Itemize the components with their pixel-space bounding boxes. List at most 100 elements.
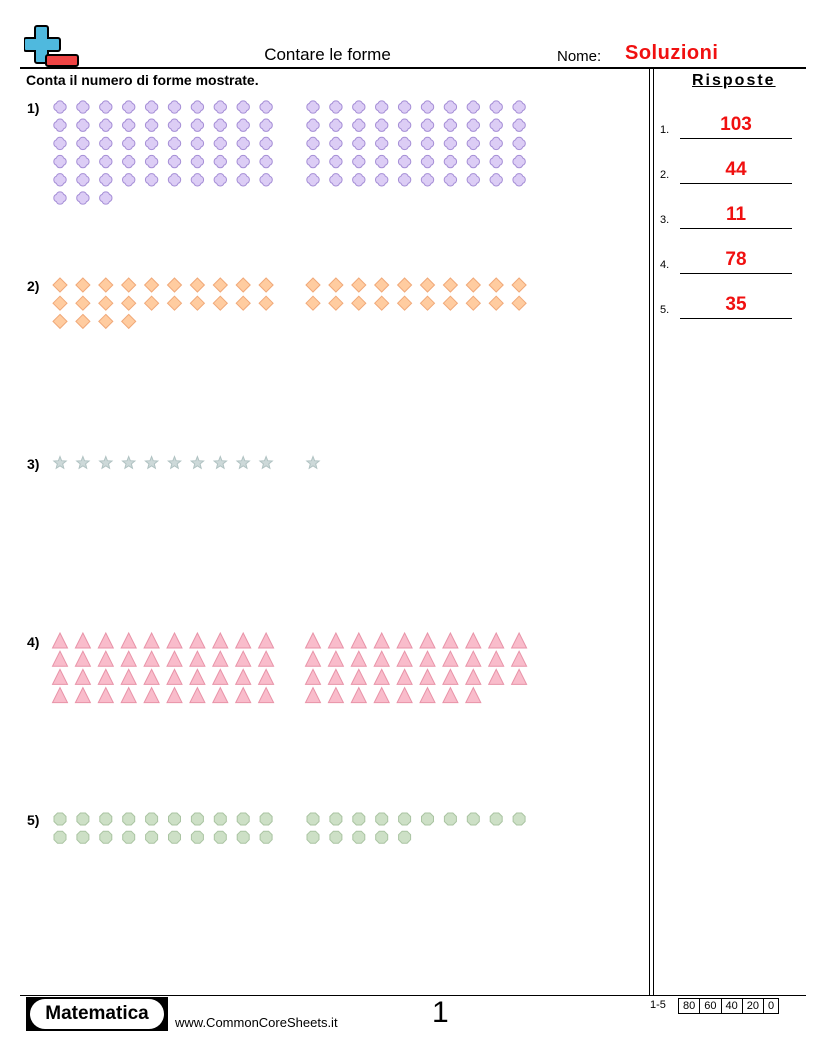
score-cell: 60	[699, 999, 720, 1013]
score-range: 1-5	[650, 999, 666, 1011]
quatrefoil-icon	[144, 173, 159, 187]
triangle-icon	[211, 650, 229, 667]
triangle-icon	[166, 668, 183, 685]
quatrefoil-icon	[443, 118, 458, 132]
triangle-icon	[257, 686, 275, 704]
circle-icon	[145, 830, 159, 844]
brand-label: Matematica	[30, 999, 164, 1029]
answer-number: 2.	[660, 169, 670, 181]
diamond-icon	[98, 277, 114, 293]
quatrefoil-icon	[259, 136, 273, 151]
circle-icon	[145, 812, 159, 826]
triangle-icon	[189, 631, 206, 649]
quatrefoil-icon	[420, 118, 435, 132]
answer-line	[680, 273, 792, 274]
circle-icon	[352, 830, 366, 844]
triangle-icon	[419, 631, 436, 649]
triangle-icon	[464, 668, 482, 685]
circle-icon	[236, 812, 250, 826]
quatrefoil-icon	[352, 154, 366, 169]
quatrefoil-icon	[53, 136, 67, 151]
quatrefoil-icon	[420, 154, 435, 169]
diamond-icon	[419, 295, 436, 311]
circle-icon	[122, 812, 136, 826]
triangle-icon	[51, 668, 69, 685]
quatrefoil-icon	[190, 173, 205, 187]
quatrefoil-icon	[329, 173, 343, 187]
quatrefoil-icon	[352, 118, 366, 132]
triangle-icon	[510, 668, 528, 685]
diamond-icon	[373, 295, 390, 311]
quatrefoil-icon	[397, 100, 412, 114]
triangle-icon	[510, 631, 528, 649]
quatrefoil-icon	[144, 136, 159, 151]
triangle-icon	[74, 686, 92, 704]
quatrefoil-icon	[375, 173, 389, 187]
circle-icon	[375, 812, 389, 826]
quatrefoil-icon	[306, 154, 320, 169]
column-divider	[649, 69, 650, 995]
triangle-icon	[442, 686, 459, 704]
quatrefoil-icon	[144, 100, 159, 114]
quatrefoil-icon	[76, 100, 90, 114]
quatrefoil-icon	[420, 136, 435, 151]
triangle-icon	[120, 650, 138, 667]
score-cell: 0	[763, 999, 778, 1013]
diamond-icon	[75, 295, 91, 311]
diamond-icon	[442, 295, 459, 311]
triangle-icon	[211, 686, 229, 704]
diamond-icon	[212, 295, 229, 311]
answer-number: 3.	[660, 214, 670, 226]
diamond-icon	[328, 277, 344, 293]
star-icon	[258, 455, 274, 470]
diamond-icon	[465, 295, 482, 311]
quatrefoil-icon	[329, 154, 343, 169]
quatrefoil-icon	[306, 136, 320, 151]
triangle-icon	[143, 668, 160, 685]
diamond-icon	[465, 277, 482, 293]
star-icon	[235, 455, 251, 470]
triangle-icon	[97, 650, 115, 667]
quatrefoil-icon	[76, 118, 90, 132]
triangle-icon	[51, 631, 69, 649]
diamond-icon	[52, 295, 68, 311]
triangle-icon	[327, 631, 345, 649]
quatrefoil-icon	[213, 173, 227, 187]
triangle-icon	[211, 668, 229, 685]
quatrefoil-icon	[443, 154, 458, 169]
star-icon	[98, 455, 114, 470]
triangle-icon	[97, 668, 115, 685]
triangle-icon	[327, 668, 345, 685]
triangle-icon	[234, 650, 252, 667]
diamond-icon	[396, 277, 413, 293]
answers-title: Risposte	[692, 72, 776, 89]
quatrefoil-icon	[306, 173, 320, 187]
quatrefoil-icon	[512, 154, 526, 169]
quatrefoil-icon	[213, 118, 227, 132]
quatrefoil-icon	[99, 100, 113, 114]
quatrefoil-icon	[53, 191, 67, 205]
diamond-icon	[511, 295, 527, 311]
quatrefoil-icon	[259, 100, 273, 114]
answer-number: 1.	[660, 124, 670, 136]
diamond-icon	[351, 277, 367, 293]
triangle-icon	[373, 686, 391, 704]
circle-icon	[489, 812, 503, 826]
triangle-icon	[257, 631, 275, 649]
quatrefoil-icon	[489, 100, 503, 114]
quatrefoil-icon	[512, 173, 526, 187]
quatrefoil-icon	[375, 118, 389, 132]
quatrefoil-icon	[99, 136, 113, 151]
circle-icon	[53, 812, 67, 826]
instructions: Conta il numero di forme mostrate.	[26, 72, 259, 88]
quatrefoil-icon	[375, 154, 389, 169]
triangle-icon	[419, 686, 436, 704]
quatrefoil-icon	[375, 136, 389, 151]
quatrefoil-icon	[167, 154, 182, 169]
triangle-icon	[442, 668, 459, 685]
triangle-icon	[143, 631, 160, 649]
quatrefoil-icon	[236, 118, 250, 132]
triangle-icon	[257, 650, 275, 667]
triangle-icon	[510, 650, 528, 667]
